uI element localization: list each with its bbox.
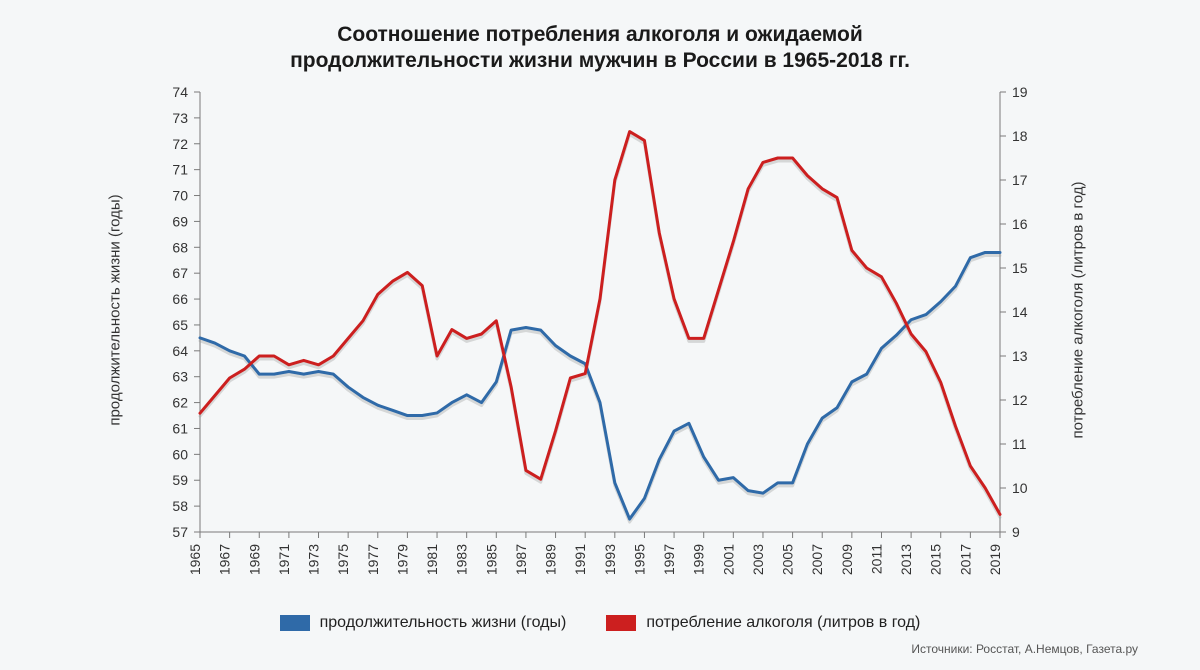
source-text: Источники: Росстат, А.Немцов, Газета.ру (911, 642, 1138, 656)
svg-text:1985: 1985 (483, 544, 499, 575)
legend-item-life: продолжительность жизни (годы) (280, 614, 567, 632)
svg-text:71: 71 (172, 162, 188, 178)
legend-item-alcohol: потребление алкоголя (литров в год) (606, 614, 920, 632)
svg-text:11: 11 (1012, 436, 1027, 452)
svg-text:1993: 1993 (602, 544, 618, 575)
svg-text:2007: 2007 (809, 544, 825, 575)
chart-title: Соотношение потребления алкоголя и ожида… (0, 22, 1200, 75)
svg-text:64: 64 (172, 343, 188, 359)
y-axis-right-label: потребление алкоголя (литров в год) (1070, 182, 1087, 439)
svg-text:2005: 2005 (780, 544, 796, 575)
svg-text:67: 67 (172, 265, 188, 281)
svg-text:1969: 1969 (246, 544, 262, 575)
svg-text:1997: 1997 (661, 544, 677, 575)
plot-area: 5758596061626364656667686970717273749101… (200, 92, 1000, 532)
svg-text:2003: 2003 (750, 544, 766, 575)
chart-container: Соотношение потребления алкоголя и ожида… (0, 0, 1200, 670)
svg-text:59: 59 (172, 472, 188, 488)
svg-text:1979: 1979 (394, 544, 410, 575)
svg-text:15: 15 (1012, 260, 1028, 276)
svg-text:63: 63 (172, 369, 188, 385)
svg-text:1991: 1991 (572, 544, 588, 575)
svg-text:2001: 2001 (720, 544, 736, 575)
svg-text:1999: 1999 (691, 544, 707, 575)
svg-text:1971: 1971 (276, 544, 292, 575)
svg-text:2013: 2013 (898, 544, 914, 575)
svg-text:1975: 1975 (335, 544, 351, 575)
svg-text:1989: 1989 (543, 544, 559, 575)
legend-label-alcohol: потребление алкоголя (литров в год) (646, 614, 920, 632)
svg-text:73: 73 (172, 110, 188, 126)
svg-text:1977: 1977 (365, 544, 381, 575)
svg-text:1983: 1983 (454, 544, 470, 575)
legend-swatch-alcohol (606, 615, 636, 631)
svg-text:2019: 2019 (987, 544, 1003, 575)
svg-text:1967: 1967 (217, 544, 233, 575)
svg-text:1981: 1981 (424, 544, 440, 575)
svg-text:58: 58 (172, 498, 188, 514)
svg-text:16: 16 (1012, 216, 1028, 232)
svg-text:66: 66 (172, 291, 188, 307)
svg-text:57: 57 (172, 524, 188, 540)
svg-text:2009: 2009 (839, 544, 855, 575)
svg-text:2017: 2017 (957, 544, 973, 575)
svg-text:68: 68 (172, 239, 188, 255)
svg-text:18: 18 (1012, 128, 1028, 144)
svg-text:72: 72 (172, 136, 188, 152)
svg-text:9: 9 (1012, 524, 1020, 540)
svg-text:62: 62 (172, 395, 188, 411)
svg-text:17: 17 (1012, 172, 1028, 188)
svg-text:1965: 1965 (187, 544, 203, 575)
svg-text:61: 61 (172, 420, 188, 436)
svg-text:2011: 2011 (868, 544, 884, 574)
svg-text:60: 60 (172, 446, 188, 462)
svg-text:74: 74 (172, 84, 188, 100)
svg-text:10: 10 (1012, 480, 1028, 496)
svg-text:14: 14 (1012, 304, 1028, 320)
y-axis-left-label: продолжительность жизни (годы) (107, 194, 124, 425)
svg-text:1987: 1987 (513, 544, 529, 575)
svg-text:12: 12 (1012, 392, 1028, 408)
svg-text:65: 65 (172, 317, 188, 333)
legend-label-life: продолжительность жизни (годы) (320, 614, 567, 632)
svg-text:1995: 1995 (631, 544, 647, 575)
svg-text:2015: 2015 (928, 544, 944, 575)
svg-text:69: 69 (172, 213, 188, 229)
legend: продолжительность жизни (годы) потреблен… (0, 614, 1200, 632)
legend-swatch-life (280, 615, 310, 631)
svg-text:70: 70 (172, 188, 188, 204)
svg-text:1973: 1973 (306, 544, 322, 575)
svg-text:13: 13 (1012, 348, 1028, 364)
chart-svg: 5758596061626364656667686970717273749101… (200, 92, 1000, 532)
svg-text:19: 19 (1012, 84, 1028, 100)
